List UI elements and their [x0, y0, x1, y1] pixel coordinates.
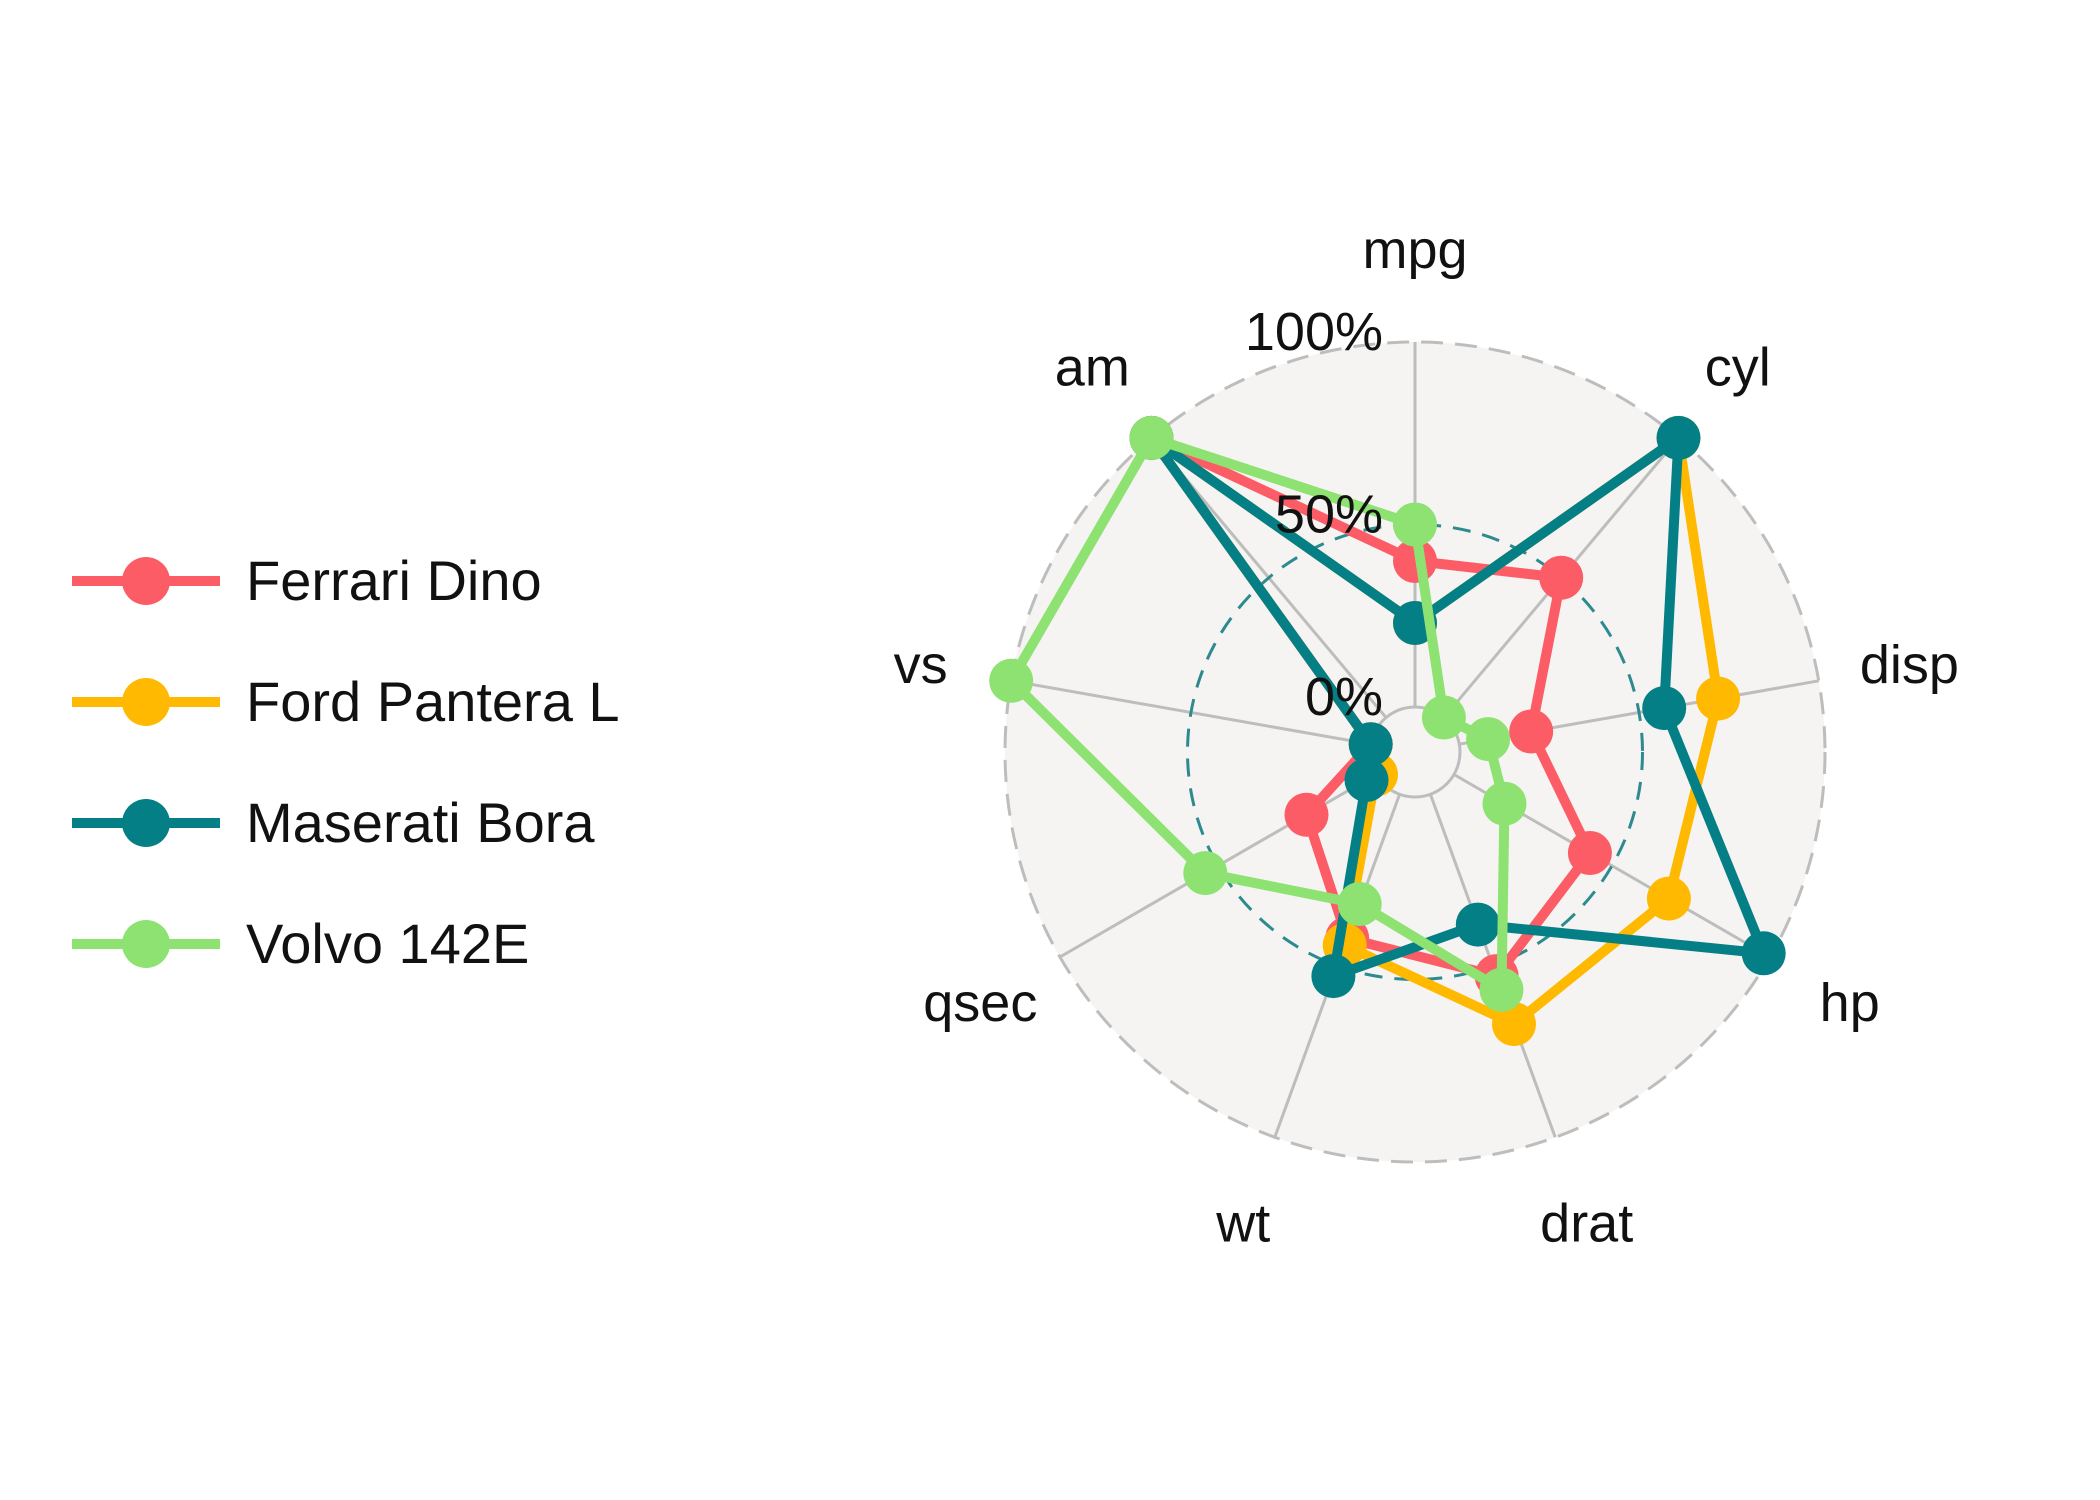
axis-label-qsec: qsec	[923, 973, 1037, 1033]
series-point-3-hp	[1482, 781, 1527, 826]
labels: mpg cyl disp hp drat wt qsec vs am 0% 50% 100%	[894, 220, 1959, 1254]
series-point-3-wt	[1337, 882, 1382, 926]
plot-background	[1005, 342, 1825, 1162]
series-point-2-cyl	[1656, 415, 1701, 460]
ring-label-0: 0%	[1305, 667, 1383, 727]
axis-label-disp: disp	[1860, 635, 1959, 695]
legend-swatch-0	[72, 556, 220, 605]
ring-label-1: 50%	[1275, 485, 1383, 545]
series-point-3-cyl	[1421, 695, 1466, 740]
grid-ring-50	[1186, 523, 1644, 981]
series-point-1-drat	[1492, 1002, 1536, 1047]
axis-label-am: am	[1055, 337, 1130, 397]
series-line-2	[1146, 432, 1769, 982]
legend-swatch-2	[72, 798, 220, 847]
legend-item-0: Ferrari Dino	[70, 520, 620, 641]
series-point-0-cyl	[1539, 555, 1584, 600]
axis-label-hp: hp	[1820, 973, 1880, 1033]
legend-label-3: Volvo 142E	[246, 912, 530, 975]
legend-label-1: Ford Pantera L	[246, 670, 620, 733]
legend-swatch-3	[72, 919, 220, 968]
series-point-3-qsec	[1183, 851, 1228, 896]
legend-label-0: Ferrari Dino	[246, 549, 542, 612]
series-point-2-hp	[1741, 931, 1786, 976]
axis-label-drat: drat	[1540, 1194, 1633, 1254]
legend-item-3: Volvo 142E	[70, 883, 620, 1004]
series-point-0-disp	[1509, 709, 1554, 754]
legend-item-2: Maserati Bora	[70, 762, 620, 883]
series-point-3-vs	[989, 658, 1034, 703]
series-point-0-hp	[1567, 831, 1612, 875]
series-line-3	[1006, 432, 1510, 995]
grid-ring-100	[1003, 340, 1827, 1164]
ring-label-2: 100%	[1245, 302, 1383, 362]
series-layer	[989, 415, 1786, 1047]
series-point-0-qsec	[1284, 792, 1329, 837]
series-point-2-wt	[1311, 954, 1356, 999]
axis-label-wt: wt	[1215, 1194, 1270, 1254]
series-point-3-am	[1129, 415, 1174, 460]
series-point-2-disp	[1642, 686, 1687, 731]
series-point-3-drat	[1479, 967, 1524, 1012]
series-3	[989, 415, 1527, 1012]
legend: Ferrari Dino Ford Pantera L Maserati Bora V…	[70, 520, 620, 1004]
series-point-2-vs	[1348, 722, 1393, 767]
legend-item-1: Ford Pantera L	[70, 641, 620, 762]
axis-label-cyl: cyl	[1705, 337, 1771, 397]
series-point-2-qsec	[1344, 758, 1389, 802]
series-point-3-mpg	[1393, 502, 1437, 547]
axis-label-mpg: mpg	[1362, 220, 1467, 280]
axis-label-vs: vs	[894, 635, 948, 695]
series-point-1-hp	[1646, 876, 1691, 921]
series-point-3-disp	[1466, 717, 1511, 762]
legend-label-2: Maserati Bora	[246, 791, 595, 854]
series-point-2-drat	[1455, 902, 1500, 947]
series-point-1-disp	[1696, 676, 1741, 721]
legend-swatch-1	[72, 677, 220, 726]
